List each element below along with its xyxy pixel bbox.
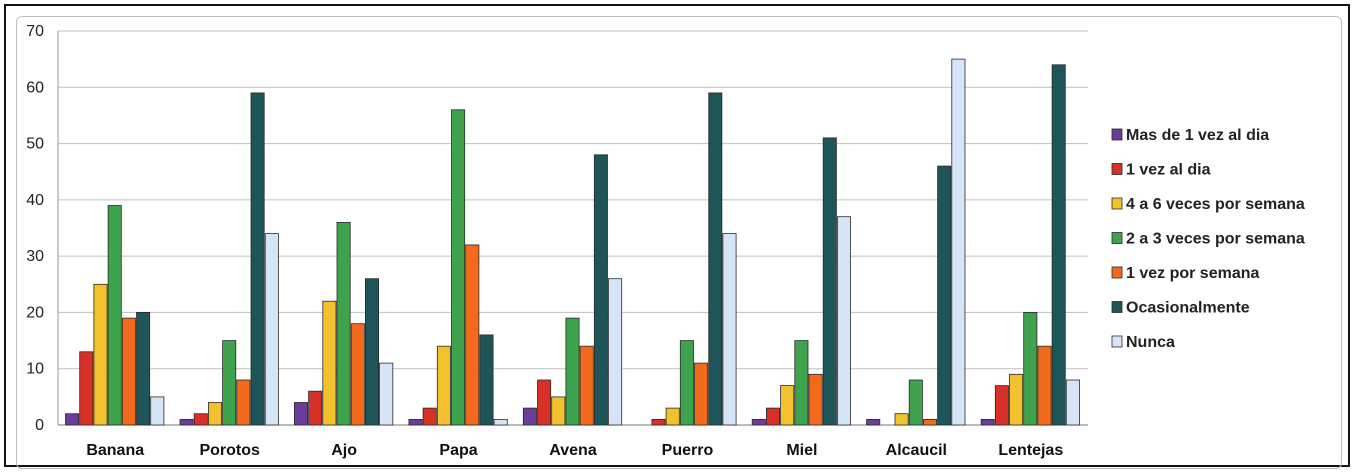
bar	[1023, 311, 1038, 426]
bar	[722, 233, 737, 426]
bar	[608, 278, 623, 426]
bar	[894, 413, 909, 426]
bar	[665, 407, 680, 426]
y-tick-label: 40	[26, 192, 44, 209]
bar	[751, 418, 766, 426]
bar	[822, 137, 837, 426]
x-tick-label: Porotos	[199, 442, 260, 459]
bar	[780, 385, 795, 426]
x-tick-label: Miel	[786, 442, 817, 459]
chart-area	[16, 16, 1342, 469]
legend-swatch	[1111, 197, 1123, 210]
x-tick-label: Alcaucil	[886, 442, 947, 459]
bar	[308, 390, 323, 426]
bar	[322, 300, 337, 426]
bar	[408, 418, 423, 426]
y-tick-label: 70	[26, 23, 44, 40]
bar	[551, 396, 566, 426]
y-tick-label: 50	[26, 136, 44, 153]
bar	[937, 165, 952, 426]
bar	[708, 92, 723, 426]
bar	[593, 154, 608, 426]
bar	[107, 205, 122, 426]
bar	[336, 221, 351, 426]
y-tick-label: 20	[26, 304, 44, 321]
bar	[493, 418, 508, 426]
x-tick-label: Lentejas	[998, 442, 1063, 459]
legend-label: Mas de 1 vez al dia	[1126, 127, 1269, 144]
bar	[179, 418, 194, 426]
x-tick-label: Ajo	[331, 442, 357, 459]
x-tick-label: Avena	[549, 442, 597, 459]
bar	[422, 407, 437, 426]
bar	[479, 334, 494, 426]
x-tick-label: Banana	[86, 442, 144, 459]
bar	[766, 407, 781, 426]
legend-label: Ocasionalmente	[1126, 300, 1250, 317]
bar	[994, 385, 1009, 426]
bar	[293, 402, 308, 426]
bar	[980, 418, 995, 426]
x-tick-label: Papa	[439, 442, 477, 459]
bar	[1065, 379, 1080, 426]
legend-swatch	[1111, 232, 1123, 244]
bar	[579, 345, 594, 426]
bar	[93, 283, 108, 426]
bar	[136, 311, 151, 426]
legend-label: 1 vez por semana	[1126, 265, 1260, 282]
legend-swatch	[1111, 335, 1123, 348]
bar	[465, 244, 480, 426]
bar	[679, 340, 694, 426]
bar	[250, 92, 265, 426]
bar	[522, 407, 537, 426]
bar	[837, 216, 852, 426]
bar	[951, 58, 966, 426]
bar	[222, 340, 237, 426]
bar	[379, 362, 394, 426]
bar	[808, 373, 823, 426]
x-tick-label: Puerro	[662, 442, 714, 459]
legend-label: Nunca	[1126, 334, 1175, 351]
y-tick-label: 60	[26, 79, 44, 96]
bar	[565, 317, 580, 426]
bar	[537, 379, 552, 426]
bar	[65, 413, 80, 426]
legend-label: 2 a 3 veces por semana	[1126, 231, 1305, 248]
legend-label: 1 vez al dia	[1126, 162, 1211, 179]
bar	[1009, 373, 1024, 426]
bar	[451, 109, 466, 426]
bar	[150, 396, 165, 426]
y-tick-label: 0	[35, 417, 44, 434]
bar	[364, 278, 379, 426]
bar	[193, 413, 208, 426]
bar	[236, 379, 251, 426]
legend-swatch	[1111, 163, 1123, 175]
bar	[264, 233, 279, 426]
bar	[121, 317, 136, 426]
legend-swatch	[1111, 128, 1123, 141]
y-tick-label: 30	[26, 248, 44, 265]
bar	[1037, 345, 1052, 426]
bar	[1051, 64, 1066, 426]
bar	[923, 418, 938, 426]
bar	[794, 340, 809, 426]
bar	[79, 351, 94, 426]
bar	[436, 345, 451, 426]
bar	[207, 402, 222, 426]
bar	[866, 418, 881, 426]
bar	[350, 323, 365, 426]
legend-swatch	[1111, 266, 1123, 279]
bar	[651, 418, 666, 426]
bar	[694, 362, 709, 426]
legend-swatch	[1111, 301, 1123, 313]
legend-label: 4 a 6 veces por semana	[1126, 196, 1305, 213]
y-tick-label: 10	[26, 361, 44, 378]
bar	[908, 379, 923, 426]
